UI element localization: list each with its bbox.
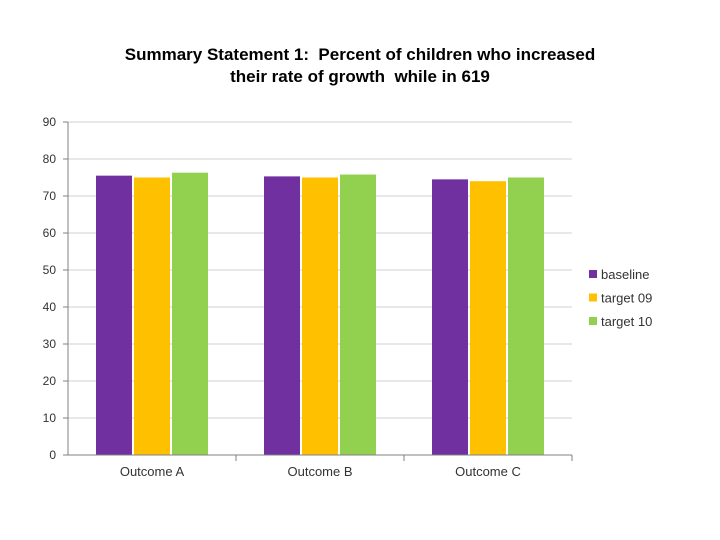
bar-target-09-outcome-a bbox=[134, 177, 170, 455]
bar-target-09-outcome-c bbox=[470, 181, 506, 455]
y-tick-label: 70 bbox=[43, 189, 57, 203]
bar-target-09-outcome-b bbox=[302, 177, 338, 455]
x-category-label: Outcome A bbox=[120, 464, 185, 479]
y-tick-label: 80 bbox=[43, 152, 57, 166]
legend-swatch bbox=[589, 317, 597, 325]
y-tick-label: 60 bbox=[43, 226, 57, 240]
bar-baseline-outcome-c bbox=[432, 179, 468, 455]
bar-target-10-outcome-a bbox=[172, 172, 208, 455]
bars bbox=[96, 172, 544, 456]
y-tick-label: 30 bbox=[43, 337, 57, 351]
axes bbox=[63, 121, 573, 461]
y-tick-label: 0 bbox=[49, 448, 56, 462]
legend-swatch bbox=[589, 270, 597, 278]
x-category-labels: Outcome A Outcome B Outcome C bbox=[120, 464, 521, 479]
chart-title-line-2: their rate of growth while in 619 bbox=[230, 67, 490, 86]
bar-baseline-outcome-a bbox=[96, 175, 132, 455]
y-tick-label: 20 bbox=[43, 374, 57, 388]
y-tick-label: 40 bbox=[43, 300, 57, 314]
legend-label: baseline bbox=[601, 267, 649, 282]
y-tick-labels: 0 10 20 30 40 50 60 70 80 90 bbox=[43, 115, 57, 462]
chart-title: Summary Statement 1: Percent of children… bbox=[0, 44, 720, 88]
bar-baseline-outcome-b bbox=[264, 176, 300, 455]
y-tick-label: 90 bbox=[43, 115, 57, 129]
x-category-label: Outcome B bbox=[287, 464, 352, 479]
bar-target-10-outcome-c bbox=[508, 177, 544, 455]
chart-title-line-1: Summary Statement 1: Percent of children… bbox=[124, 45, 596, 64]
y-tick-label: 10 bbox=[43, 411, 57, 425]
legend: baseline target 09 target 10 bbox=[589, 267, 652, 329]
legend-label: target 10 bbox=[601, 314, 652, 329]
legend-label: target 09 bbox=[601, 291, 652, 306]
x-category-label: Outcome C bbox=[455, 464, 521, 479]
legend-swatch bbox=[589, 293, 597, 302]
bar-target-10-outcome-b bbox=[340, 174, 376, 456]
y-tick-label: 50 bbox=[43, 263, 57, 277]
